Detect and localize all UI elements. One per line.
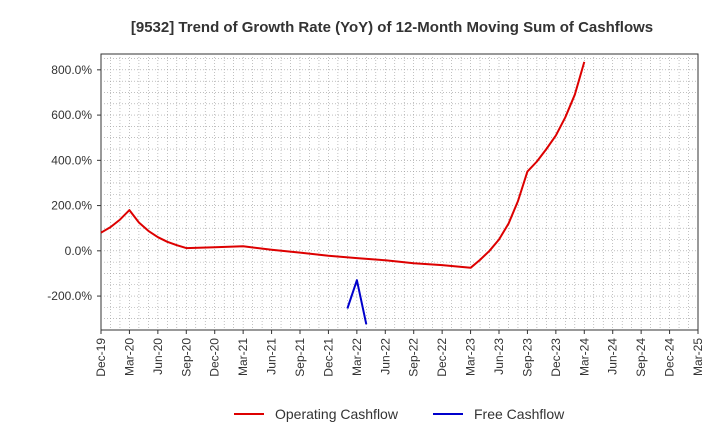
y-tick-label: 600.0% xyxy=(51,108,92,122)
legend: Operating Cashflow Free Cashflow xyxy=(234,406,565,422)
y-tick-label: 800.0% xyxy=(51,63,92,77)
x-tick-label: Jun-24 xyxy=(606,338,620,375)
y-axis-ticks: 800.0% 600.0% 400.0% 200.0% 0.0% -200.0% xyxy=(47,63,101,303)
grid-lines xyxy=(101,54,698,330)
x-tick-label: Mar-22 xyxy=(350,338,364,376)
x-tick-label: Mar-20 xyxy=(122,338,136,376)
y-tick-label: 0.0% xyxy=(65,244,93,258)
x-tick-label: Sep-23 xyxy=(520,338,534,377)
plot-frame xyxy=(100,53,699,331)
plot-area xyxy=(100,53,699,331)
y-tick-label: -200.0% xyxy=(47,289,92,303)
x-tick-label: Dec-24 xyxy=(663,338,677,377)
x-tick-label: Mar-23 xyxy=(464,338,478,376)
x-tick-label: Sep-24 xyxy=(634,338,648,377)
chart-title: [9532] Trend of Growth Rate (YoY) of 12-… xyxy=(131,19,653,36)
x-tick-label: Mar-24 xyxy=(577,338,591,376)
y-tick-label: 200.0% xyxy=(51,199,92,213)
legend-label-operating-cashflow: Operating Cashflow xyxy=(275,406,399,422)
x-tick-label: Sep-20 xyxy=(179,338,193,377)
x-tick-label: Dec-23 xyxy=(549,338,563,377)
series-lines xyxy=(100,61,586,325)
x-tick-label: Jun-22 xyxy=(378,338,392,375)
x-tick-label: Mar-21 xyxy=(236,338,250,376)
x-tick-label: Dec-22 xyxy=(435,338,449,377)
x-tick-label: Jun-23 xyxy=(492,338,506,375)
x-tick-label: Jun-20 xyxy=(151,338,165,375)
series-line-operating-cashflow xyxy=(100,61,586,269)
x-tick-label: Dec-20 xyxy=(208,338,222,377)
legend-label-free-cashflow: Free Cashflow xyxy=(474,406,565,422)
x-tick-label: Dec-21 xyxy=(321,338,335,377)
x-tick-label: Dec-19 xyxy=(94,338,108,377)
x-tick-label: Sep-21 xyxy=(293,338,307,377)
x-axis-ticks: Dec-19 Mar-20 Jun-20 Sep-20 Dec-20 Mar-21 Jun-… xyxy=(94,330,705,377)
y-tick-label: 400.0% xyxy=(51,153,92,167)
x-tick-label: Jun-21 xyxy=(265,338,279,375)
x-tick-label: Sep-22 xyxy=(407,338,421,377)
x-tick-label: Mar-25 xyxy=(691,338,705,376)
series-line-free-cashflow xyxy=(346,279,368,325)
